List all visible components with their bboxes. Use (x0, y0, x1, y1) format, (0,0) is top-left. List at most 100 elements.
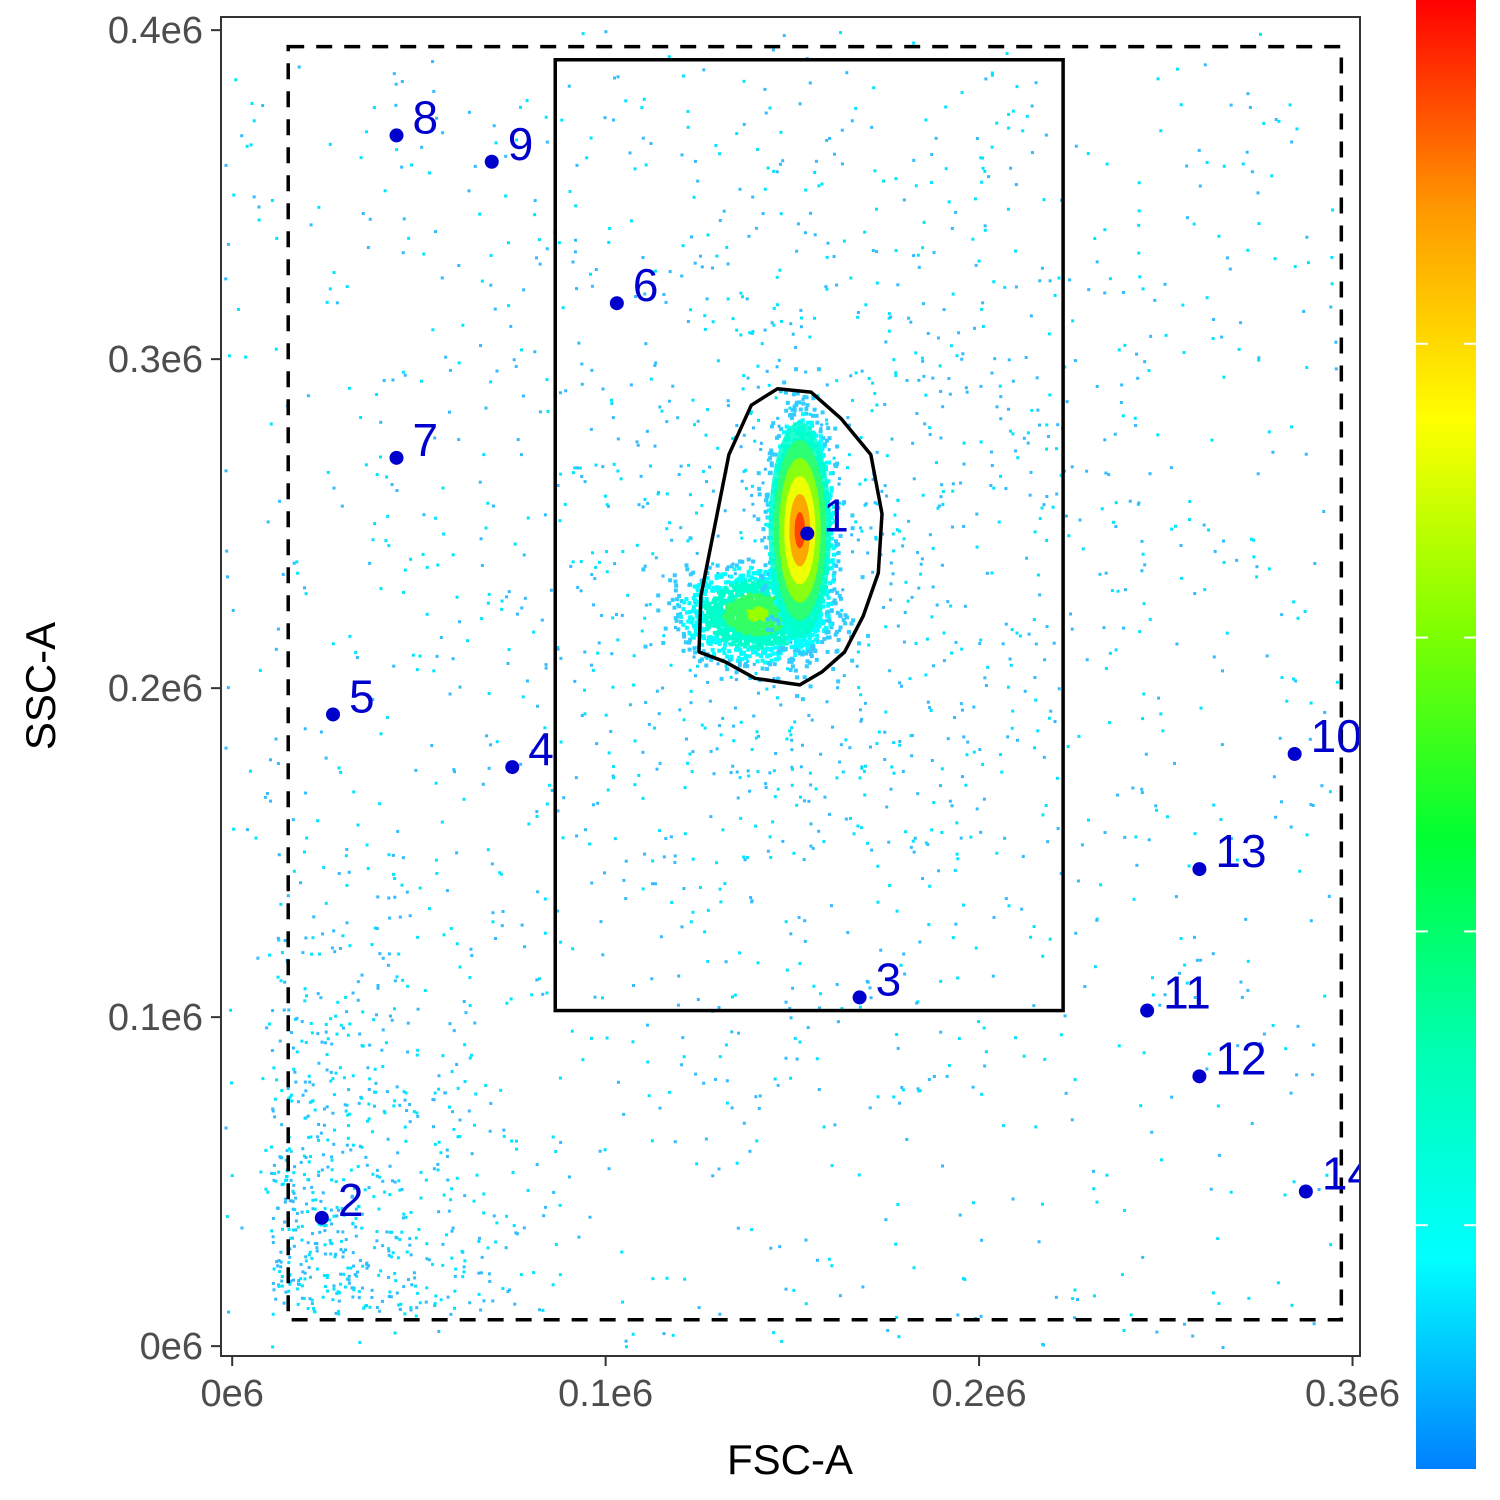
density-cell (338, 1066, 342, 1070)
density-cell (939, 495, 943, 499)
density-cell (293, 1165, 297, 1169)
density-cell (984, 683, 988, 687)
density-cell (391, 1251, 395, 1255)
density-cell (271, 1240, 275, 1244)
density-cell (715, 639, 720, 644)
density-cell (992, 915, 996, 919)
density-cell (434, 781, 438, 785)
density-cell (556, 647, 560, 651)
density-cell (754, 1095, 758, 1099)
density-cell (693, 159, 697, 163)
density-cell (452, 768, 456, 772)
density-cell (712, 609, 717, 614)
density-cell (1015, 738, 1019, 742)
density-cell (684, 625, 689, 630)
density-cell (749, 617, 754, 622)
density-cell (747, 619, 752, 624)
density-cell (1024, 356, 1028, 360)
density-cell (317, 1061, 321, 1065)
density-cell (723, 586, 728, 591)
density-cell (1021, 854, 1025, 858)
density-cell (289, 1030, 293, 1034)
density-cell (1046, 840, 1050, 844)
density-cell (1144, 752, 1148, 756)
density-cell (591, 551, 595, 555)
density-cell (535, 810, 539, 814)
density-cell (903, 972, 907, 976)
density-cell (761, 579, 766, 584)
density-cell (600, 613, 604, 617)
density-cell (300, 1224, 304, 1228)
density-cell (704, 588, 709, 593)
density-cell (1179, 544, 1183, 548)
density-cell (890, 765, 894, 769)
density-cell (478, 212, 482, 216)
density-cell (712, 651, 717, 656)
density-cell (317, 952, 321, 956)
density-cell (731, 317, 735, 321)
density-cell (1022, 436, 1026, 440)
density-cell (387, 1249, 391, 1253)
density-cell (739, 291, 743, 295)
density-cell (1250, 1121, 1254, 1125)
density-cell (290, 1199, 294, 1203)
density-cell (691, 596, 696, 601)
density-cell (1121, 414, 1125, 418)
density-cell (240, 1226, 244, 1230)
density-cell (635, 284, 639, 288)
density-cell (856, 538, 860, 542)
density-cell (361, 1044, 365, 1048)
density-cell (325, 1275, 329, 1279)
density-cell (400, 165, 404, 169)
density-cell (305, 836, 309, 840)
density-cell (300, 1039, 304, 1043)
density-cell (794, 345, 798, 349)
density-cell (391, 853, 395, 857)
density-cell (772, 677, 776, 681)
density-cell (559, 1140, 563, 1144)
density-cell (751, 330, 755, 334)
density-cell (744, 616, 749, 621)
density-cell (1256, 472, 1260, 476)
density-cell (704, 596, 709, 601)
density-cell (375, 927, 379, 931)
density-cell (308, 1297, 312, 1301)
density-cell (338, 1291, 342, 1295)
density-cell (1057, 687, 1061, 691)
density-cell (463, 1259, 467, 1263)
density-cell (686, 109, 690, 113)
density-cell (710, 588, 715, 593)
density-cell (1137, 223, 1141, 227)
density-cell (1205, 160, 1209, 164)
density-cell (776, 303, 780, 307)
density-cell (224, 1126, 228, 1130)
density-cell (293, 1070, 297, 1074)
density-cell (931, 376, 935, 380)
density-cell (393, 979, 397, 983)
density-cell (342, 1178, 346, 1182)
density-cell (323, 1229, 327, 1233)
density-cell (643, 292, 647, 296)
density-cell (512, 1224, 516, 1228)
density-cell (704, 433, 708, 437)
density-cell (913, 836, 917, 840)
density-cell (451, 1226, 455, 1230)
density-cell (637, 773, 641, 777)
density-cell (1220, 743, 1224, 747)
density-cell (957, 331, 961, 335)
density-cell (731, 764, 735, 768)
density-cell (387, 1275, 391, 1279)
density-cell (887, 312, 891, 316)
density-cell (973, 197, 977, 201)
density-cell (1054, 1295, 1058, 1299)
density-cell (704, 1137, 708, 1141)
density-cell (1087, 288, 1091, 292)
density-cell (1092, 1169, 1096, 1173)
density-cell (907, 519, 911, 523)
density-cell (278, 499, 282, 503)
density-cell (1000, 770, 1004, 774)
density-cell (735, 577, 740, 582)
density-cell (355, 1274, 359, 1278)
density-cell (336, 1000, 340, 1004)
density-cell (346, 1136, 350, 1140)
